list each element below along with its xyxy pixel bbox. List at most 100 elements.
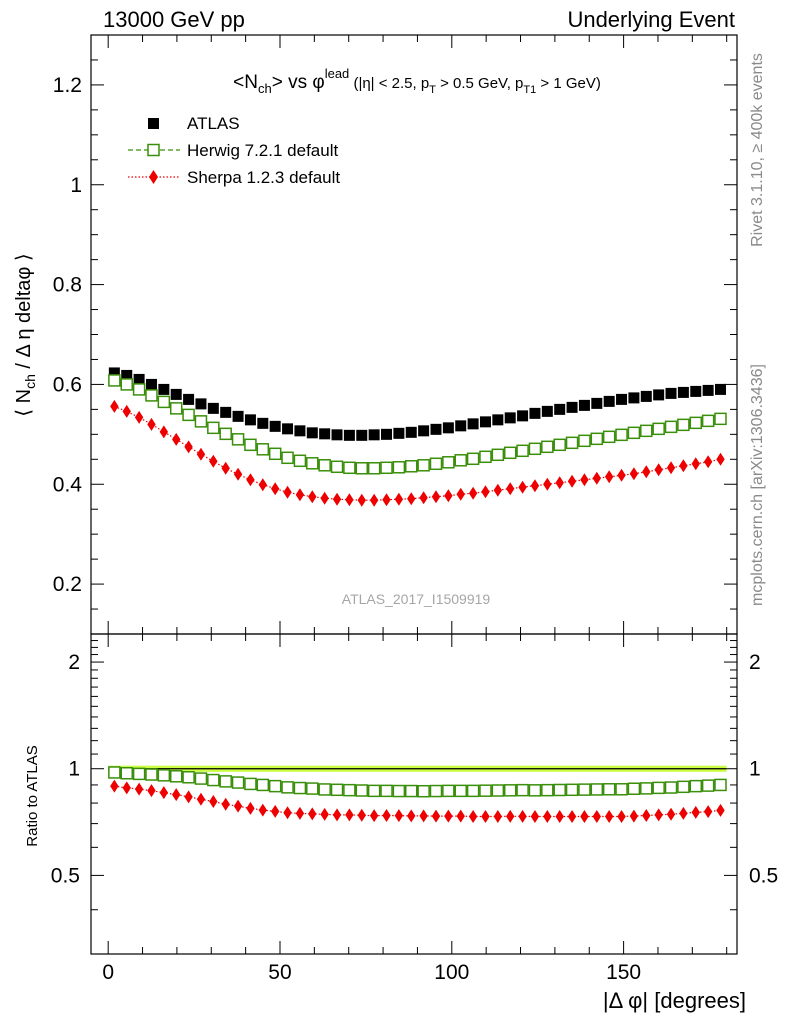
sherpa-point [246,473,255,487]
herwig-point [169,402,183,415]
sherpa-point [407,492,416,506]
herwig-point [355,462,369,475]
atlas-point [640,390,652,402]
atlas-point [207,402,219,414]
sherpa-point [530,479,540,493]
atlas-point [578,399,590,411]
sherpa-point [493,483,503,497]
sherpa-point [703,455,713,469]
sherpa-ratio-point [196,792,206,806]
atlas-point [195,398,207,410]
herwig-point [652,422,665,436]
herwig-ratio-point [120,767,133,780]
atlas-point [257,417,269,429]
herwig-ratio-point [182,771,195,784]
herwig-ratio-point [479,784,492,797]
x-tick-label: 100 [434,961,469,984]
sherpa-point [308,490,317,504]
sherpa-point [320,491,329,505]
legend-atlas-label: ATLAS [187,114,240,133]
atlas-point [244,414,256,426]
atlas-point [504,412,516,424]
herwig-ratio-point [454,784,467,798]
sherpa-ratio-point [407,809,416,823]
atlas-point [343,429,355,441]
sherpa-point [481,485,490,499]
atlas-point [121,369,133,381]
main-y-tick-label: 0.2 [53,573,82,596]
herwig-ratio-point [578,783,591,796]
sherpa-point [221,461,230,475]
herwig-point [528,442,542,456]
header-left: 13000 GeV pp [103,7,245,32]
atlas-point [183,393,195,405]
herwig-ratio-point [108,766,121,779]
sherpa-ratio-point [703,805,713,819]
herwig-point [268,447,282,461]
sherpa-point [592,471,602,485]
x-tick-label: 0 [102,961,114,984]
sherpa-ratio-point [134,782,144,796]
ratio-y-tick-label-left: 2 [68,651,80,674]
atlas-point [591,397,603,409]
herwig-ratio-point [652,781,665,795]
herwig-point [429,457,443,471]
ratio-plot-frame [90,633,738,955]
herwig-point [503,446,517,460]
herwig-point [590,432,604,446]
atlas-point [306,427,318,439]
herwig-ratio-point [268,779,282,793]
sherpa-point [518,480,527,494]
atlas-point [331,429,343,441]
atlas-point [554,403,566,415]
atlas-point [653,389,665,401]
sherpa-ratio-point [332,808,342,822]
sherpa-point [543,477,552,491]
atlas-point [616,393,628,405]
ratio-y-tick-label-left: 1 [68,758,80,781]
herwig-point [553,438,566,452]
sherpa-ratio-point [468,810,478,824]
sherpa-ratio-point [431,809,441,823]
herwig-point [578,434,591,448]
legend-sherpa-marker [149,170,158,184]
herwig-point [714,412,727,426]
ratio-y-tick-label-left: 0.5 [51,864,80,887]
sherpa-point [196,447,206,461]
herwig-ratio-point [615,783,628,796]
herwig-point [640,424,653,438]
herwig-ratio-point [157,769,171,782]
legend-herwig-marker [147,143,160,157]
atlas-point [294,425,306,437]
main-data-series [108,367,727,507]
herwig-ratio-point [194,772,208,785]
atlas-point [517,410,529,422]
herwig-point [182,408,195,422]
sherpa-point [716,452,725,466]
sherpa-ratio-point [283,806,292,820]
herwig-ratio-point [565,783,579,797]
sherpa-point [283,485,292,499]
analysis-watermark: ATLAS_2017_I1509919 [342,591,491,607]
sherpa-point [122,404,131,418]
sherpa-ratio-point [530,810,540,824]
atlas-point [479,416,491,428]
herwig-point [380,461,393,475]
legend-entry-herwig: Herwig 7.2.1 default [128,141,338,160]
herwig-point [231,433,245,446]
sherpa-ratio-point [543,810,552,824]
herwig-point [256,443,270,456]
sherpa-ratio-point [580,810,589,824]
sherpa-ratio-point [716,803,725,817]
herwig-point [244,438,257,452]
herwig-point [306,457,319,470]
herwig-ratio-point [281,781,294,794]
herwig-point [664,420,678,434]
herwig-point [516,444,529,458]
legend-entry-sherpa: Sherpa 1.2.3 default [128,168,340,187]
herwig-point [392,461,406,474]
ratio-y-tick-label-right: 0.5 [749,864,778,887]
sherpa-point [617,468,626,482]
ratio-y-tick-label-right: 2 [749,651,761,674]
legend-atlas-marker [148,118,159,129]
